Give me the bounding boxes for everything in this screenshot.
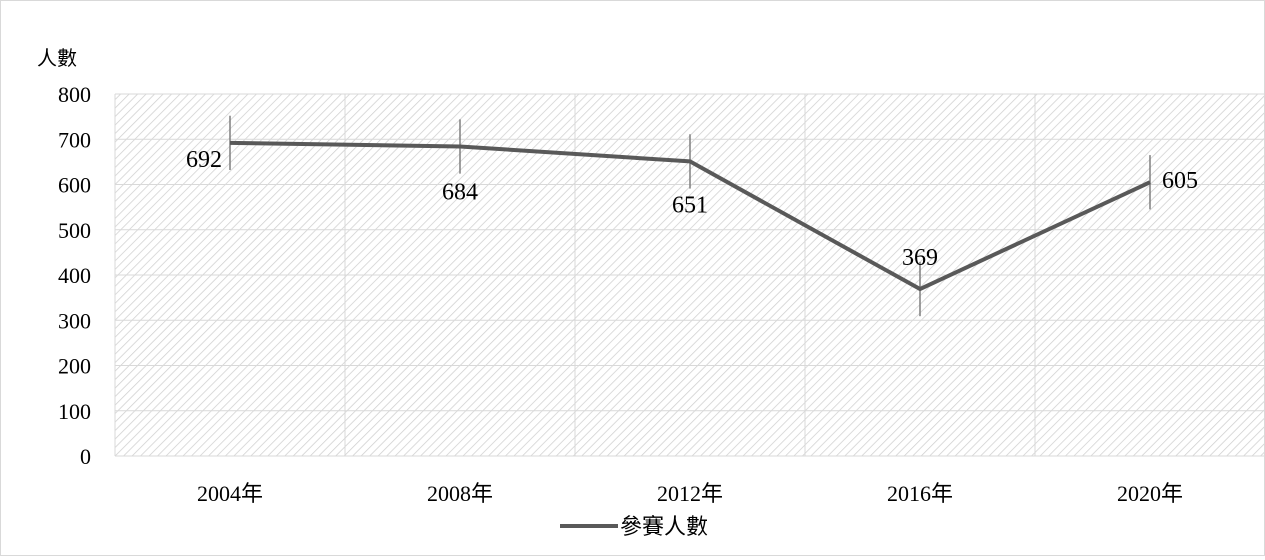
- y-tick-label: 200: [58, 354, 91, 379]
- x-tick-label: 2016年: [887, 481, 953, 506]
- data-label: 605: [1162, 168, 1198, 194]
- y-tick-label: 400: [58, 263, 91, 288]
- legend-label: 參賽人數: [620, 514, 708, 539]
- y-tick-label: 800: [58, 82, 91, 107]
- y-tick-label: 500: [58, 218, 91, 243]
- data-label: 369: [902, 245, 938, 271]
- data-label: 651: [672, 192, 708, 218]
- y-axis-label: 人數: [37, 47, 77, 70]
- y-tick-label: 300: [58, 308, 91, 333]
- y-axis-ticks: 0 100 200 300 400 500 600 700 800: [58, 82, 91, 469]
- gridlines: [114, 93, 1265, 457]
- x-tick-label: 2012年: [657, 481, 723, 506]
- x-tick-label: 2008年: [427, 481, 493, 506]
- x-tick-label: 2020年: [1117, 481, 1183, 506]
- series-line: [229, 140, 1151, 292]
- series-lines: [229, 140, 1151, 292]
- x-tick-label: 2004年: [197, 481, 263, 506]
- data-label: 692: [186, 147, 222, 173]
- data-labels: 692 684 651 369 605: [186, 147, 1198, 271]
- legend: 參賽人數: [560, 514, 708, 539]
- x-axis-ticks: 2004年 2008年 2012年 2016年 2020年: [197, 481, 1183, 506]
- data-label: 684: [442, 179, 478, 205]
- y-tick-label: 600: [58, 173, 91, 198]
- y-tick-label: 700: [58, 127, 91, 152]
- y-tick-label: 0: [80, 444, 91, 469]
- y-tick-label: 100: [58, 399, 91, 424]
